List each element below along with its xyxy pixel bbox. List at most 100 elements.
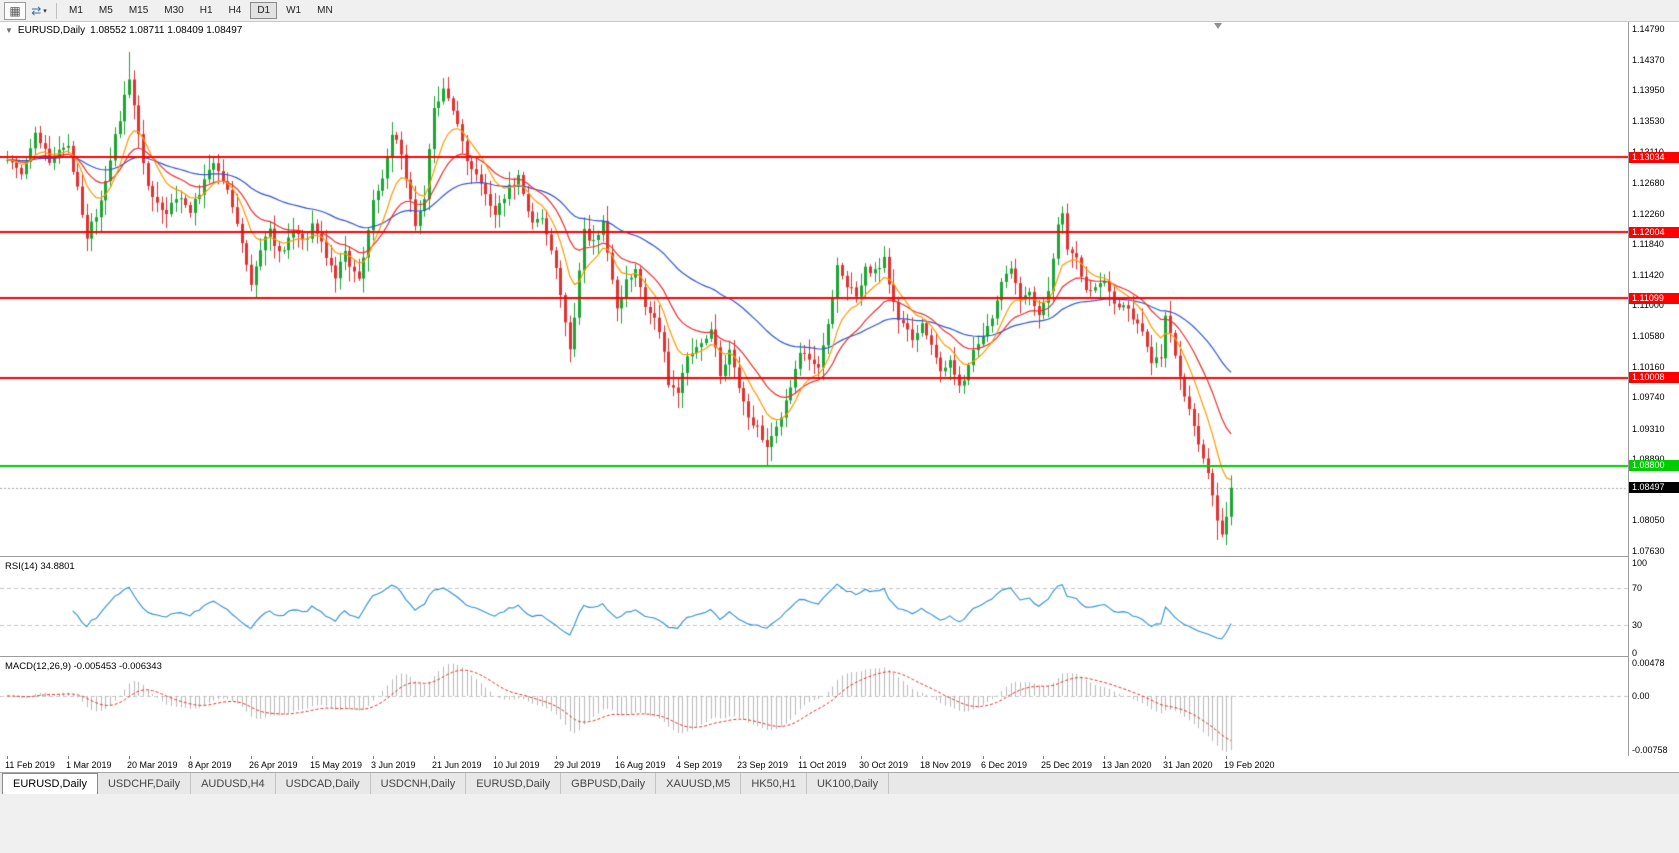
chart-ohlc-values: 1.08552 1.08711 1.08409 1.08497 <box>90 25 243 36</box>
chart-tab-4[interactable]: USDCNH,Daily <box>371 773 467 794</box>
status-area <box>0 794 1679 853</box>
chart-symbol-label: EURUSD,Daily <box>17 25 86 36</box>
timeframe-buttons-group: M1 M5 M15 M30 H1 H4 D1 W1 MN <box>61 2 341 19</box>
date-label: 29 Jul 2019 <box>554 760 601 770</box>
chart-area[interactable]: ▼ EURUSD,Daily 1.08552 1.08711 1.08409 1… <box>0 22 1679 756</box>
chevron-down-icon: ▾ <box>43 7 47 15</box>
time-tick <box>190 756 191 759</box>
date-label: 25 Dec 2019 <box>1041 760 1093 770</box>
macd-tick-label: 0.00 <box>1632 690 1650 701</box>
date-label: 20 Mar 2019 <box>127 760 178 770</box>
time-tick <box>312 756 313 759</box>
macd-tick-label: -0.00758 <box>1632 745 1668 755</box>
price-tick-label: 1.11840 <box>1632 239 1664 250</box>
price-tick-label: 1.09740 <box>1632 392 1665 403</box>
macd-tick-label: 0.00478 <box>1632 658 1665 668</box>
chart-cycle-dropdown-button[interactable]: ⇄ ▾ <box>28 2 50 20</box>
timeframe-button-m30[interactable]: M30 <box>164 5 184 16</box>
price-tick-label: 1.07630 <box>1632 545 1665 556</box>
rsi-canvas[interactable] <box>0 557 1628 656</box>
date-label: 16 Aug 2019 <box>615 760 666 770</box>
date-label: 18 Nov 2019 <box>920 760 972 770</box>
time-tick <box>1226 756 1227 759</box>
chart-tab-6[interactable]: GBPUSD,Daily <box>561 773 657 794</box>
rsi-panel-separator[interactable] <box>0 556 1679 557</box>
chart-legend: ▼ EURUSD,Daily 1.08552 1.08711 1.08409 1… <box>5 25 242 36</box>
main-chart-canvas[interactable] <box>0 22 1628 556</box>
price-tick-label: 1.10580 <box>1632 330 1665 341</box>
time-tick <box>434 756 435 759</box>
rsi-indicator-label: RSI(14) 34.8801 <box>5 561 75 572</box>
date-label: 8 Apr 2019 <box>188 760 232 770</box>
time-tick <box>373 756 374 759</box>
timeframe-button-mn[interactable]: MN <box>317 5 333 16</box>
time-tick <box>739 756 740 759</box>
hline-price-label: 1.11099 <box>1629 292 1679 304</box>
time-axis[interactable]: 11 Feb 2019 1 Mar 2019 20 Mar 2019 8 Apr 20… <box>0 756 1679 772</box>
chart-tab-bar: EURUSD,Daily USDCHF,Daily AUDUSD,H4 USDCAD,… <box>0 772 1679 794</box>
date-label: 21 Jun 2019 <box>432 760 482 770</box>
date-label: 19 Feb 2020 <box>1224 760 1275 770</box>
date-label: 15 May 2019 <box>310 760 363 770</box>
macd-panel-separator[interactable] <box>0 656 1679 657</box>
date-label: 4 Sep 2019 <box>676 760 723 770</box>
date-label: 13 Jan 2020 <box>1102 760 1152 770</box>
time-tick <box>861 756 862 759</box>
timeframe-button-m15[interactable]: M15 <box>128 5 149 16</box>
price-tick-label: 1.11420 <box>1632 269 1664 280</box>
chart-tab-1[interactable]: USDCHF,Daily <box>98 773 192 794</box>
current-price-label: 1.08497 <box>1629 482 1679 494</box>
chart-tab-7[interactable]: XAUUSD,M5 <box>656 773 742 794</box>
price-tick-label: 1.13110 <box>1632 147 1664 157</box>
date-label: 1 Mar 2019 <box>66 760 112 770</box>
chart-tab-2[interactable]: AUDUSD,H4 <box>191 773 276 794</box>
hline-price-label: 1.08800 <box>1629 460 1679 472</box>
timeframe-button-w1[interactable]: W1 <box>286 5 302 16</box>
time-tick <box>800 756 801 759</box>
time-tick <box>617 756 618 759</box>
chart-tab-5[interactable]: EURUSD,Daily <box>466 773 562 794</box>
price-tick-label: 1.14370 <box>1632 54 1665 65</box>
time-tick <box>129 756 130 759</box>
date-label: 31 Jan 2020 <box>1163 760 1213 770</box>
time-tick <box>251 756 252 759</box>
price-tick-label: 1.12680 <box>1632 178 1665 188</box>
timeframe-button-h4[interactable]: H4 <box>228 5 242 16</box>
timeframe-button-h1[interactable]: H1 <box>199 5 213 16</box>
chart-tab-0[interactable]: EURUSD,Daily <box>2 773 98 794</box>
price-axis[interactable]: 1.14790 1.14370 1.13950 1.13530 1.13110 1.126… <box>1628 22 1679 756</box>
rsi-tick-label: 0 <box>1632 648 1638 658</box>
price-tick-label: 1.12260 <box>1632 208 1665 219</box>
timeframe-button-d1[interactable]: D1 <box>250 2 278 19</box>
price-tick-label: 1.13530 <box>1632 116 1665 127</box>
chart-window-icon[interactable]: ▦ <box>4 1 26 20</box>
chart-shift-marker-icon[interactable] <box>1214 23 1222 29</box>
chart-tab-9[interactable]: UK100,Daily <box>807 773 890 794</box>
date-label: 11 Oct 2019 <box>798 760 847 770</box>
macd-canvas[interactable] <box>0 657 1628 756</box>
timeframe-button-m5[interactable]: M5 <box>98 5 113 16</box>
price-tick-label: 1.10160 <box>1632 361 1665 372</box>
time-tick <box>68 756 69 759</box>
one-click-trading-toggle-icon[interactable]: ▼ <box>5 26 13 35</box>
date-label: 26 Apr 2019 <box>249 760 298 770</box>
price-tick-label: 1.08890 <box>1632 454 1665 465</box>
chart-cycle-icon: ⇄ <box>31 3 42 18</box>
price-tick-label: 1.09310 <box>1632 423 1665 434</box>
time-tick <box>983 756 984 759</box>
hline-price-label: 1.13034 <box>1629 151 1679 163</box>
date-label: 11 Feb 2019 <box>5 760 55 770</box>
chart-tab-8[interactable]: HK50,H1 <box>741 773 807 794</box>
rsi-tick-label: 70 <box>1632 582 1643 593</box>
time-tick <box>495 756 496 759</box>
timeframe-button-m1[interactable]: M1 <box>69 5 83 16</box>
date-label: 3 Jun 2019 <box>371 760 416 770</box>
date-label: 10 Jul 2019 <box>493 760 540 770</box>
time-tick <box>7 756 8 759</box>
chart-tab-3[interactable]: USDCAD,Daily <box>276 773 371 794</box>
time-tick <box>1104 756 1105 759</box>
price-tick-label: 1.14790 <box>1632 24 1665 35</box>
hline-price-label: 1.12004 <box>1629 226 1679 238</box>
time-tick <box>1165 756 1166 759</box>
price-tick-label: 1.11000 <box>1632 300 1664 311</box>
